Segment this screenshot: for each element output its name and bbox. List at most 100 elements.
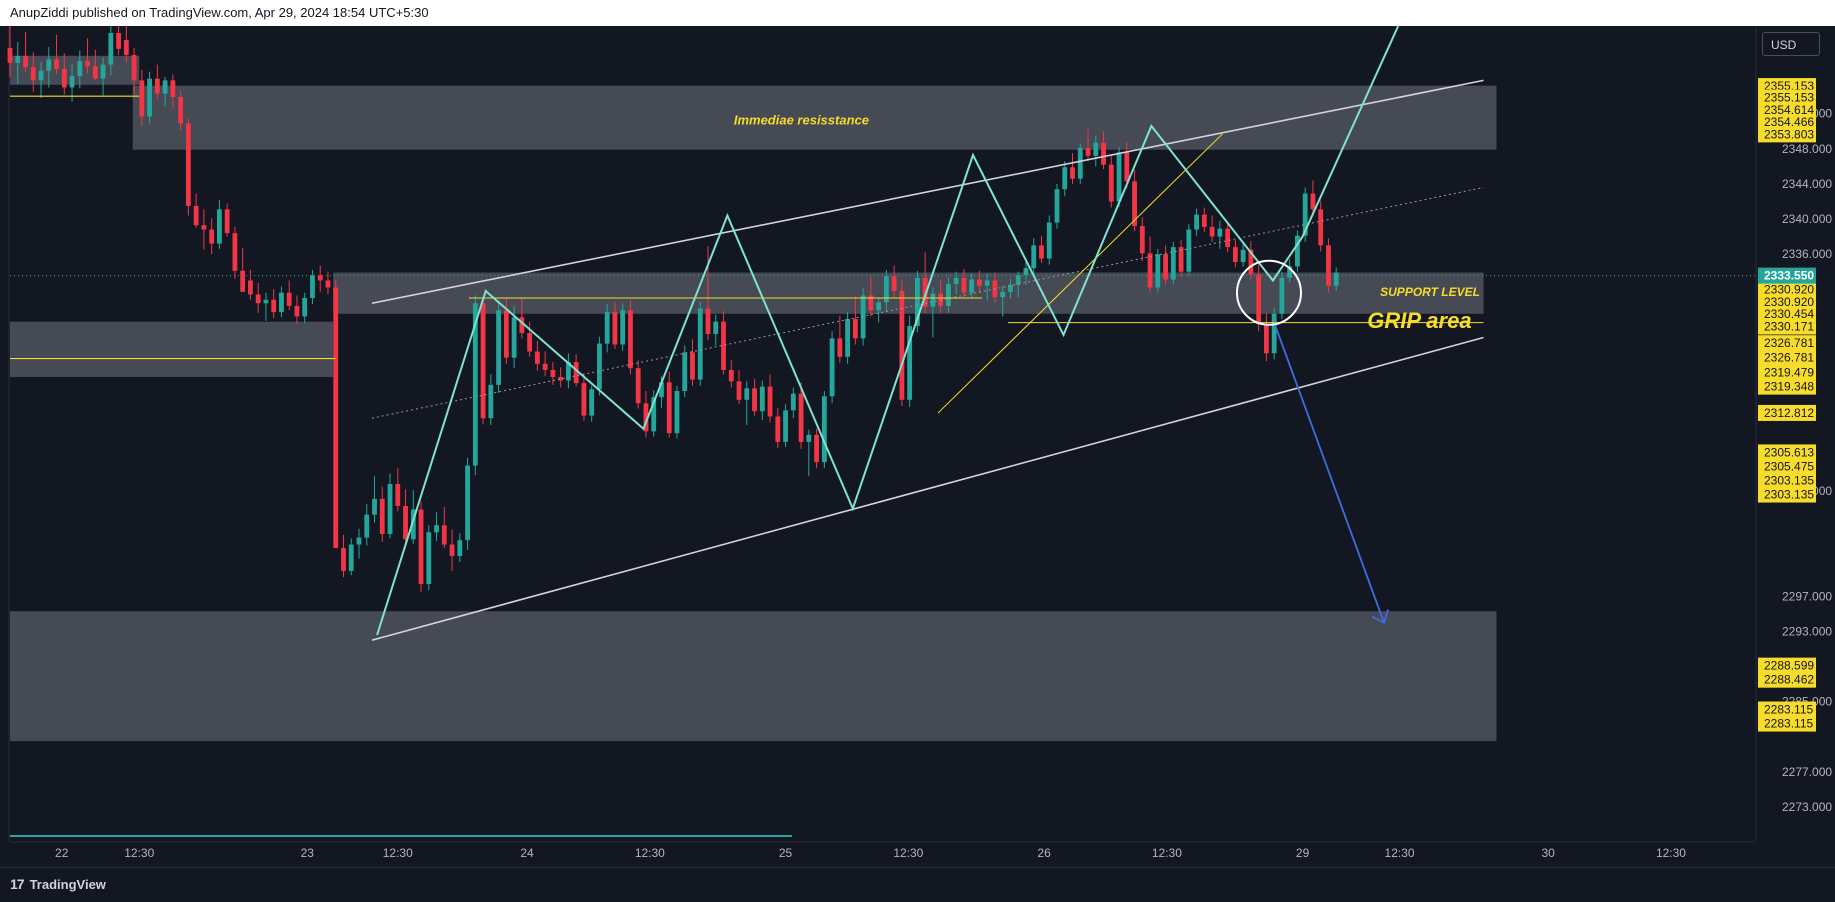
candle-body-44	[348, 544, 354, 571]
y-tick-label-4: 2336.000	[1782, 247, 1832, 261]
candle-body-115	[899, 290, 905, 400]
candle-body-80	[628, 310, 633, 369]
price-tag-11: 2319.479	[1764, 366, 1814, 380]
candle-body-24	[193, 205, 199, 226]
candle-body-145	[1132, 181, 1137, 227]
annotation-0: Immediae resisstance	[734, 112, 869, 127]
price-tag-bg-2	[1758, 101, 1816, 118]
candle-body-106	[829, 338, 835, 397]
publish-header: AnupZiddi published on TradingView.com, …	[0, 0, 1835, 26]
annotation-2: GRIP area	[1367, 308, 1471, 333]
candle-body-50	[395, 484, 401, 506]
candle-body-141	[1101, 142, 1106, 165]
price-tag-13: 2312.812	[1764, 406, 1814, 420]
candle-body-156	[1217, 228, 1223, 237]
candle-body-18	[147, 78, 153, 117]
candle-body-147	[1147, 253, 1153, 288]
candle-body-76	[597, 343, 602, 390]
candle-body-170	[1326, 245, 1331, 286]
price-tag-bg-17	[1758, 486, 1816, 503]
candle-body-160	[1248, 249, 1254, 275]
candle-body-97	[759, 386, 765, 412]
candle-body-151	[1178, 247, 1184, 272]
candle-body-13	[108, 33, 114, 65]
candle-body-168	[1310, 193, 1316, 210]
zigzag-pattern	[376, 25, 1400, 636]
price-tag-bg-6	[1758, 293, 1816, 310]
price-tag-bg-12	[1758, 378, 1816, 395]
candle-body-58	[457, 540, 463, 556]
candle-body-56	[441, 525, 447, 545]
price-tag-6: 2330.920	[1764, 295, 1814, 309]
candle-body-148	[1155, 254, 1161, 288]
x-tick-label-0: 22	[55, 846, 69, 860]
candle-body-95	[744, 388, 750, 400]
tradingview-brand[interactable]: 17 TradingView	[10, 876, 106, 892]
candle-body-4	[38, 70, 44, 81]
candle-body-113	[883, 276, 889, 303]
candle-body-165	[1287, 266, 1293, 278]
candle-body-39	[310, 275, 315, 298]
y-tick-label-7: 2293.000	[1782, 624, 1832, 638]
candle-body-162	[1263, 324, 1269, 354]
candle-body-114	[891, 276, 897, 291]
currency-selector[interactable]: USD	[1762, 32, 1820, 56]
candle-body-45	[356, 537, 362, 545]
publish-info: AnupZiddi published on TradingView.com, …	[10, 5, 429, 20]
price-tag-bg-9	[1758, 335, 1816, 352]
candle-body-75	[589, 389, 595, 416]
candle-body-77	[604, 312, 610, 344]
x-tick-label-1: 12:30	[124, 846, 154, 860]
y-tick-label-2: 2344.000	[1782, 177, 1832, 191]
price-tag-18: 2288.599	[1764, 659, 1814, 673]
candle-body-136	[1062, 167, 1068, 190]
candle-body-135	[1054, 189, 1060, 223]
candle-body-6	[54, 59, 59, 69]
price-tag-1: 2355.153	[1764, 91, 1814, 105]
y-tick-label-6: 2297.000	[1782, 589, 1832, 603]
zone-1	[132, 85, 1497, 150]
candle-body-130	[1015, 275, 1021, 285]
candle-body-139	[1085, 147, 1091, 156]
candle-body-142	[1108, 164, 1114, 202]
price-tag-2: 2354.614	[1764, 103, 1814, 117]
current-price-tag-bg	[1758, 267, 1816, 284]
candle-body-117	[914, 277, 920, 327]
candle-body-53	[418, 509, 424, 585]
zone-2	[333, 272, 1484, 314]
candle-body-154	[1201, 214, 1207, 227]
candle-body-83	[651, 397, 657, 432]
candle-body-8	[69, 76, 75, 88]
candle-body-78	[612, 312, 618, 345]
y-tick-label-3: 2340.000	[1782, 212, 1832, 226]
candle-body-133	[1039, 245, 1044, 259]
tradingview-logo-icon: 17	[10, 876, 25, 892]
candle-body-121	[946, 283, 951, 306]
drawing-line-7	[937, 133, 1223, 414]
candle-body-9	[77, 61, 83, 77]
price-tag-bg-21	[1758, 715, 1816, 732]
candle-body-143	[1116, 152, 1122, 202]
candle-body-149	[1163, 254, 1168, 280]
candle-body-55	[434, 525, 439, 533]
x-tick-label-2: 23	[301, 846, 315, 860]
candle-body-46	[364, 514, 370, 538]
candle-body-73	[573, 362, 579, 384]
candle-body-112	[876, 302, 882, 311]
price-tag-5: 2330.920	[1764, 283, 1814, 297]
candle-body-110	[860, 295, 866, 339]
candle-body-14	[116, 33, 121, 49]
candle-body-47	[372, 498, 377, 515]
candle-body-23	[185, 123, 191, 206]
candle-body-88	[690, 352, 695, 380]
candle-body-48	[379, 498, 385, 535]
candle-body-129	[1008, 284, 1013, 292]
candle-body-118	[922, 277, 928, 307]
price-tag-7: 2330.454	[1764, 307, 1814, 321]
candle-body-64	[503, 310, 509, 358]
x-tick-label-12: 30	[1542, 846, 1556, 860]
x-tick-label-4: 24	[520, 846, 534, 860]
price-tag-21: 2283.115	[1764, 717, 1813, 731]
price-tag-bg-13	[1758, 404, 1816, 421]
